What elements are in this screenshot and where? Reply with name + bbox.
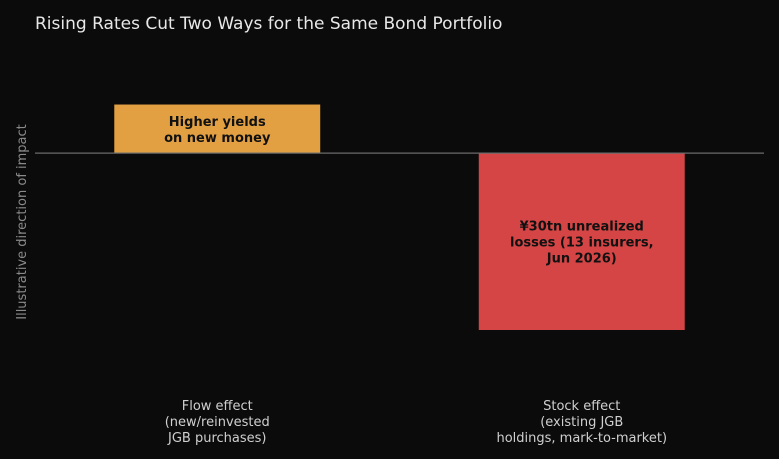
chart-title: Rising Rates Cut Two Ways for the Same B… [35, 14, 502, 34]
bars-layer [114, 104, 685, 330]
bar-2 [478, 153, 685, 330]
category-labels-layer: Flow effect (new/reinvested JGB purchases)… [165, 399, 667, 446]
y-axis-label: Illustrative direction of impact [15, 124, 30, 320]
bar-labels-layer: Higher yields on new money ¥30tn unrealize… [164, 115, 653, 267]
bar-label-2: ¥30tn unrealized losses (13 insurers, Jun … [510, 220, 654, 267]
bar-1 [114, 104, 321, 154]
bar-label-1: Higher yields on new money [164, 115, 271, 146]
category-label-1: Flow effect (new/reinvested JGB purchases) [165, 399, 270, 446]
category-label-2: Stock effect (existing JGB holdings, mark-… [496, 399, 667, 446]
